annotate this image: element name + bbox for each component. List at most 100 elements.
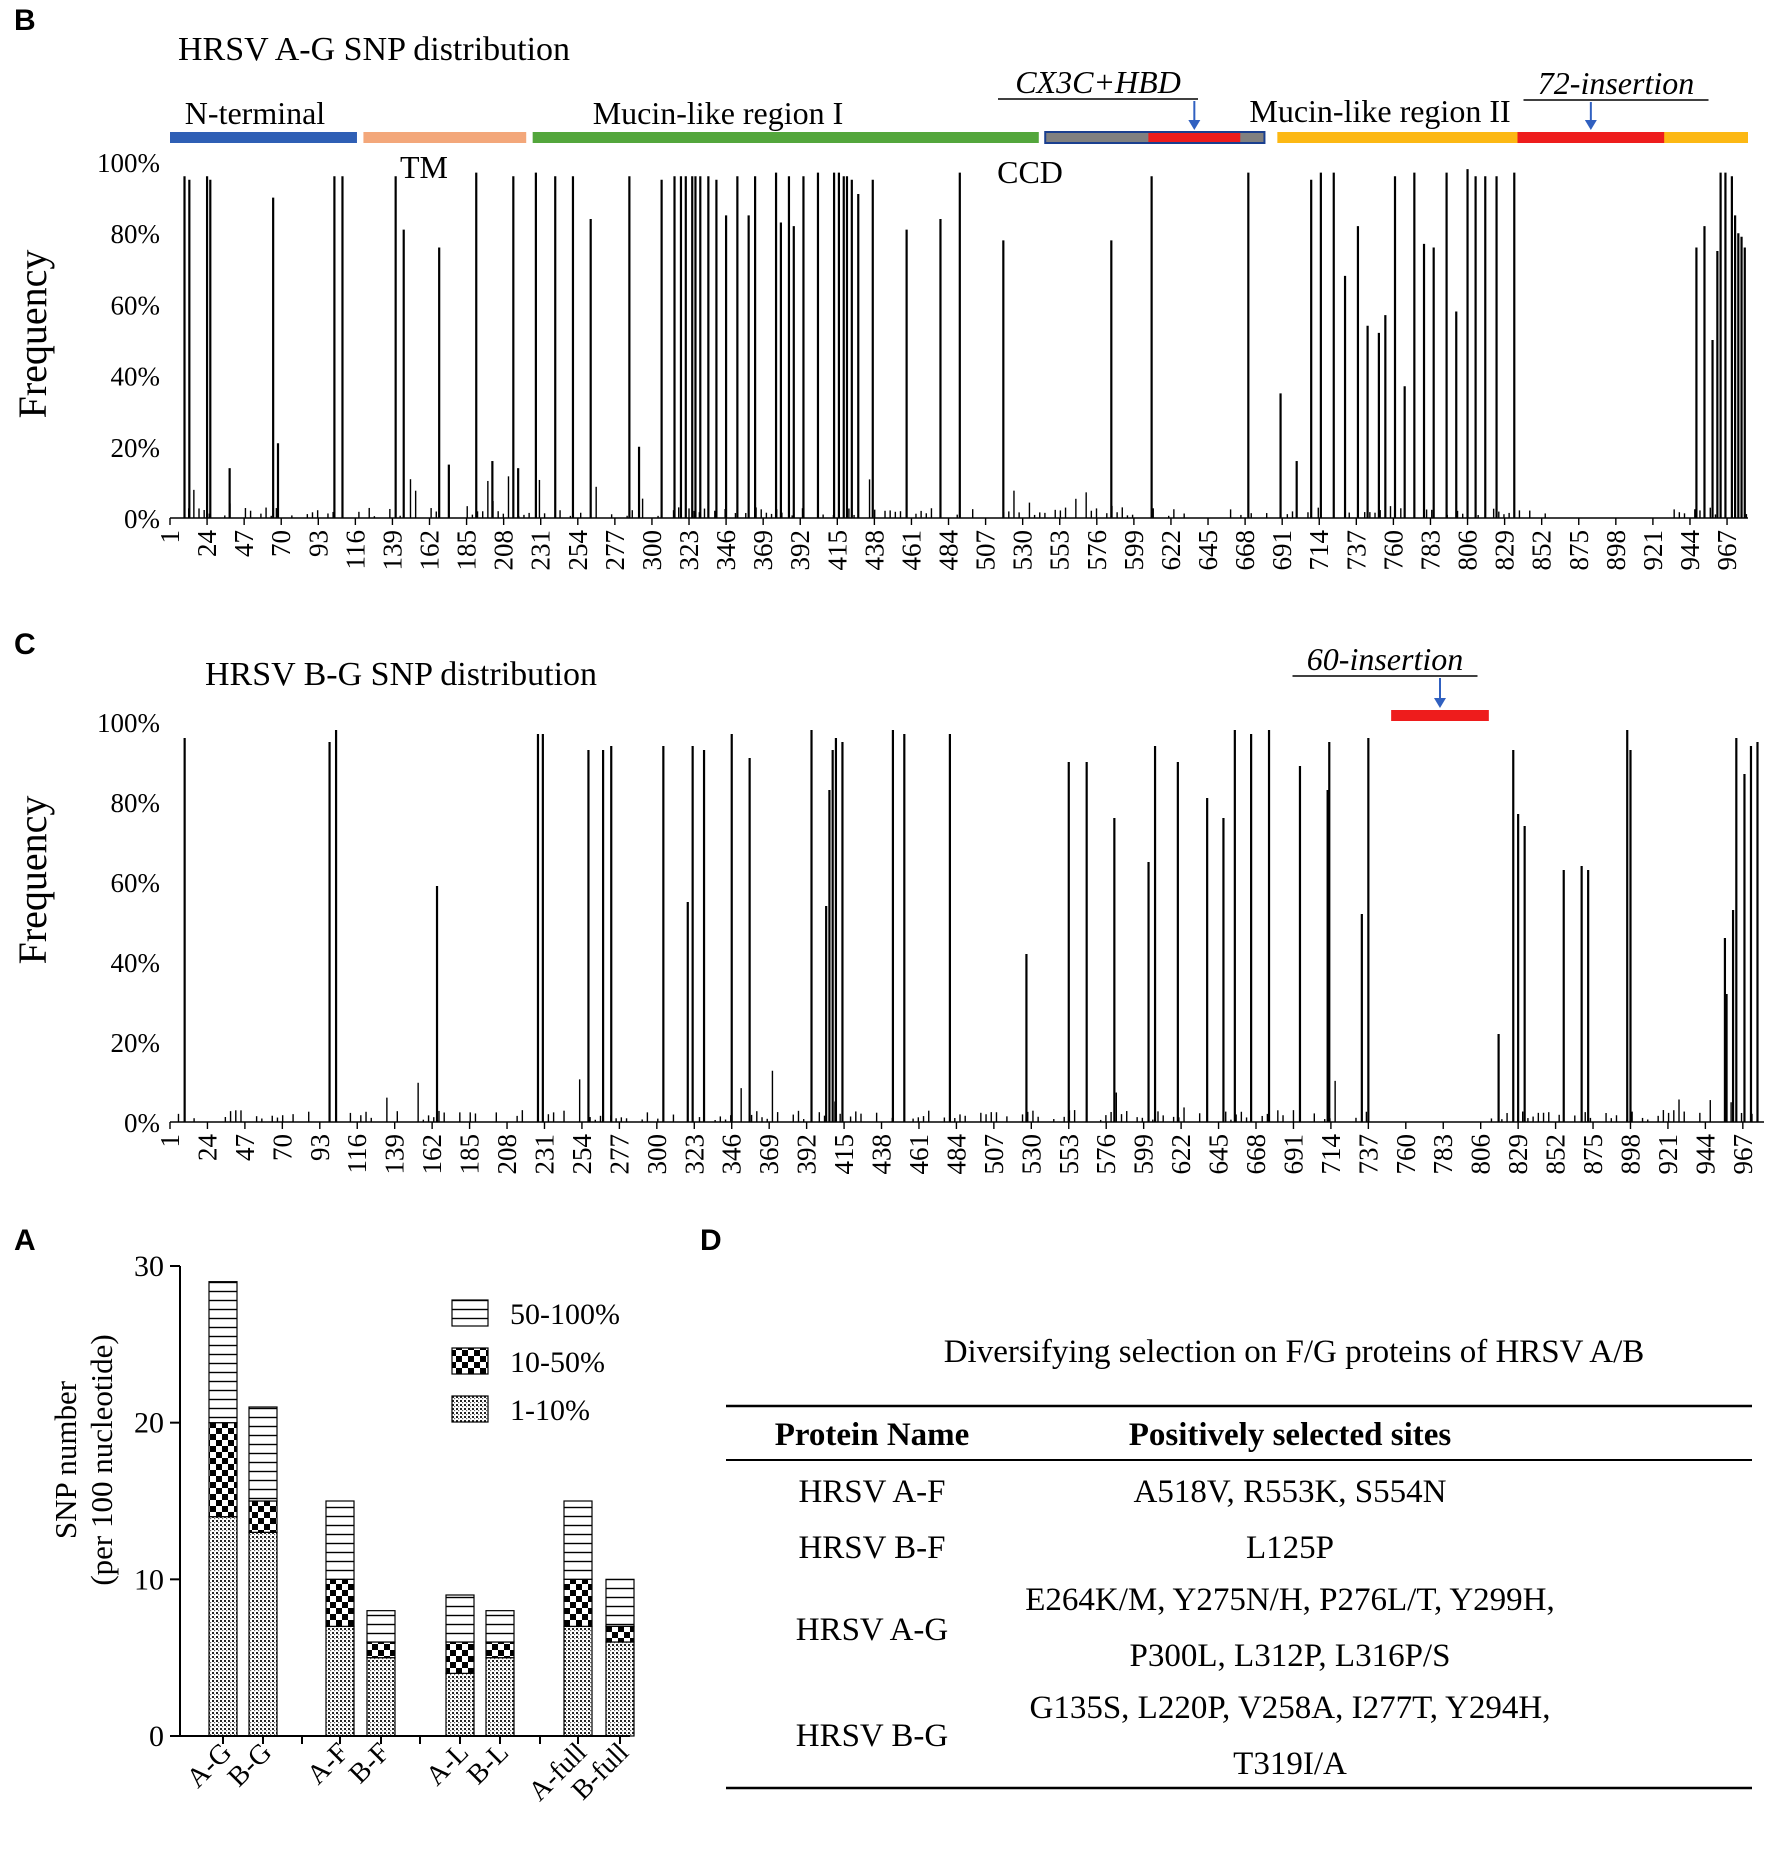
stacked-segment-1-10% <box>605 1641 635 1737</box>
stacked-segment-10-50% <box>366 1641 396 1659</box>
y-axis-b: 0% 20% 40% 60% 80% 100% <box>97 148 160 534</box>
x-tick-label: 300 <box>642 1134 672 1175</box>
stacked-segment-10-50% <box>563 1578 593 1627</box>
table-title: Diversifying selection on F/G proteins o… <box>944 1334 1645 1370</box>
x-tick-label: 231 <box>526 530 556 571</box>
x-tick-label: 944 <box>1690 1134 1720 1175</box>
x-tick-label: 806 <box>1453 530 1483 571</box>
region-label: CCD <box>997 154 1063 190</box>
x-tick-label: 576 <box>1082 530 1112 571</box>
x-tick-label: 70 <box>267 1134 297 1161</box>
x-tick-label: B-G <box>222 1737 278 1793</box>
x-tick-label: 484 <box>941 1134 971 1175</box>
x-tick-label: 622 <box>1166 1134 1196 1175</box>
x-tick-label: 461 <box>896 530 926 571</box>
x-tick-label: 829 <box>1503 1134 1533 1175</box>
x-tick-label: 24 <box>192 1134 222 1162</box>
stacked-segment-50-100% <box>605 1578 635 1627</box>
x-tick-label: 185 <box>455 1134 485 1175</box>
x-tick-label: 691 <box>1278 1134 1308 1175</box>
annotation-arrow-head <box>1584 120 1597 130</box>
x-tick-label: B-F <box>343 1737 396 1790</box>
y-axis-label-b: Frequency <box>10 250 55 419</box>
x-tick-label: 668 <box>1241 1134 1271 1175</box>
region-label: 72-insertion <box>1538 65 1694 101</box>
x-tick-label: 507 <box>971 530 1001 571</box>
x-tick-label: 415 <box>822 530 852 571</box>
x-tick-label: 346 <box>711 530 741 571</box>
stacked-segment-1-10% <box>248 1531 278 1737</box>
stacked-segment-1-10% <box>208 1516 238 1737</box>
stacked-segment-1-10% <box>325 1625 355 1737</box>
table-cell-sites: A518V, R553K, S554N <box>1134 1474 1447 1510</box>
panel-a-snp-number: A SNP number (per 100 nucleotide) 0 10 20 3… <box>14 1224 635 1807</box>
x-tick-label: 507 <box>979 1134 1009 1175</box>
x-tick-label: 691 <box>1267 530 1297 571</box>
chart-title-b-g: HRSV B-G SNP distribution <box>205 656 597 693</box>
x-tick-label: 323 <box>679 1134 709 1175</box>
stacked-segment-1-10% <box>366 1657 396 1737</box>
x-tick-label: 24 <box>192 530 222 558</box>
region-label: TM <box>400 149 448 185</box>
stacked-segment-1-10% <box>445 1672 475 1737</box>
region-bar-n-terminal <box>170 132 357 143</box>
region-bar-72-insertion <box>1517 132 1665 143</box>
x-tick-label: 116 <box>342 1134 372 1174</box>
y-axis-c: 0% 20% 40% 60% 80% 100% <box>97 708 160 1138</box>
x-tick-label: 737 <box>1353 1134 1383 1175</box>
x-tick-label: 208 <box>492 1134 522 1175</box>
x-tick-label: 93 <box>305 1134 335 1161</box>
legend-swatch <box>451 1395 489 1423</box>
table-cell-protein: HRSV B-G <box>796 1718 949 1754</box>
x-tick-label: 346 <box>717 1134 747 1175</box>
y-axis-a: 0 10 20 30 <box>134 1250 181 1753</box>
region-label: N-terminal <box>185 95 326 131</box>
stacked-segment-50-100% <box>248 1406 278 1502</box>
y-tick-label: 20 <box>134 1407 164 1440</box>
panel-letter-b: B <box>14 4 36 37</box>
x-tick-label: 139 <box>377 530 407 571</box>
x-tick-label: 415 <box>829 1134 859 1175</box>
stacked-segment-50-100% <box>563 1500 593 1580</box>
x-tick-label: 277 <box>604 1134 634 1175</box>
x-tick-label: 553 <box>1054 1134 1084 1175</box>
x-tick-label: 944 <box>1675 530 1705 571</box>
x-tick-label: 323 <box>674 530 704 571</box>
stacked-segment-50-100% <box>485 1610 515 1643</box>
snp-bars-b <box>183 169 1748 518</box>
y-tick-label: 80% <box>111 219 161 249</box>
x-tick-label: 116 <box>340 530 370 570</box>
x-tick-label: 668 <box>1230 530 1260 571</box>
panel-letter-d: D <box>700 1224 722 1257</box>
x-tick-label: 599 <box>1129 1134 1159 1175</box>
x-tick-label: 576 <box>1091 1134 1121 1175</box>
y-tick-label: 20% <box>111 433 161 463</box>
x-tick-label: 714 <box>1304 530 1334 571</box>
legend-swatch <box>451 1299 489 1327</box>
table-cell-protein: HRSV A-F <box>798 1474 945 1510</box>
x-tick-label: 530 <box>1008 530 1038 571</box>
stacked-bars-a <box>208 1281 635 1737</box>
x-tick-label: 392 <box>785 530 815 571</box>
x-tick-label: 484 <box>934 530 964 571</box>
x-tick-label: 599 <box>1119 530 1149 571</box>
stacked-segment-1-10% <box>485 1657 515 1737</box>
x-tick-label: 967 <box>1728 1134 1758 1175</box>
snp-bars-c <box>177 730 1759 1122</box>
x-tick-label: 47 <box>230 1134 260 1161</box>
stacked-segment-50-100% <box>445 1594 475 1643</box>
region-label: Mucin-like region I <box>593 95 844 131</box>
panel-letter-c: C <box>14 628 36 661</box>
annotation-arrow-head <box>1188 120 1201 130</box>
region-label: 60-insertion <box>1307 641 1463 677</box>
y-tick-label: 0% <box>124 1108 160 1138</box>
legend-label: 50-100% <box>510 1298 620 1331</box>
x-tick-label: 760 <box>1378 530 1408 571</box>
region-label: CX3C+HBD <box>1015 64 1181 100</box>
x-tick-label: 783 <box>1428 1134 1458 1175</box>
chart-title-a-g: HRSV A-G SNP distribution <box>178 31 570 68</box>
x-tick-label: 967 <box>1712 530 1742 571</box>
stacked-segment-10-50% <box>445 1641 475 1674</box>
x-tick-label: 1 <box>155 530 185 544</box>
